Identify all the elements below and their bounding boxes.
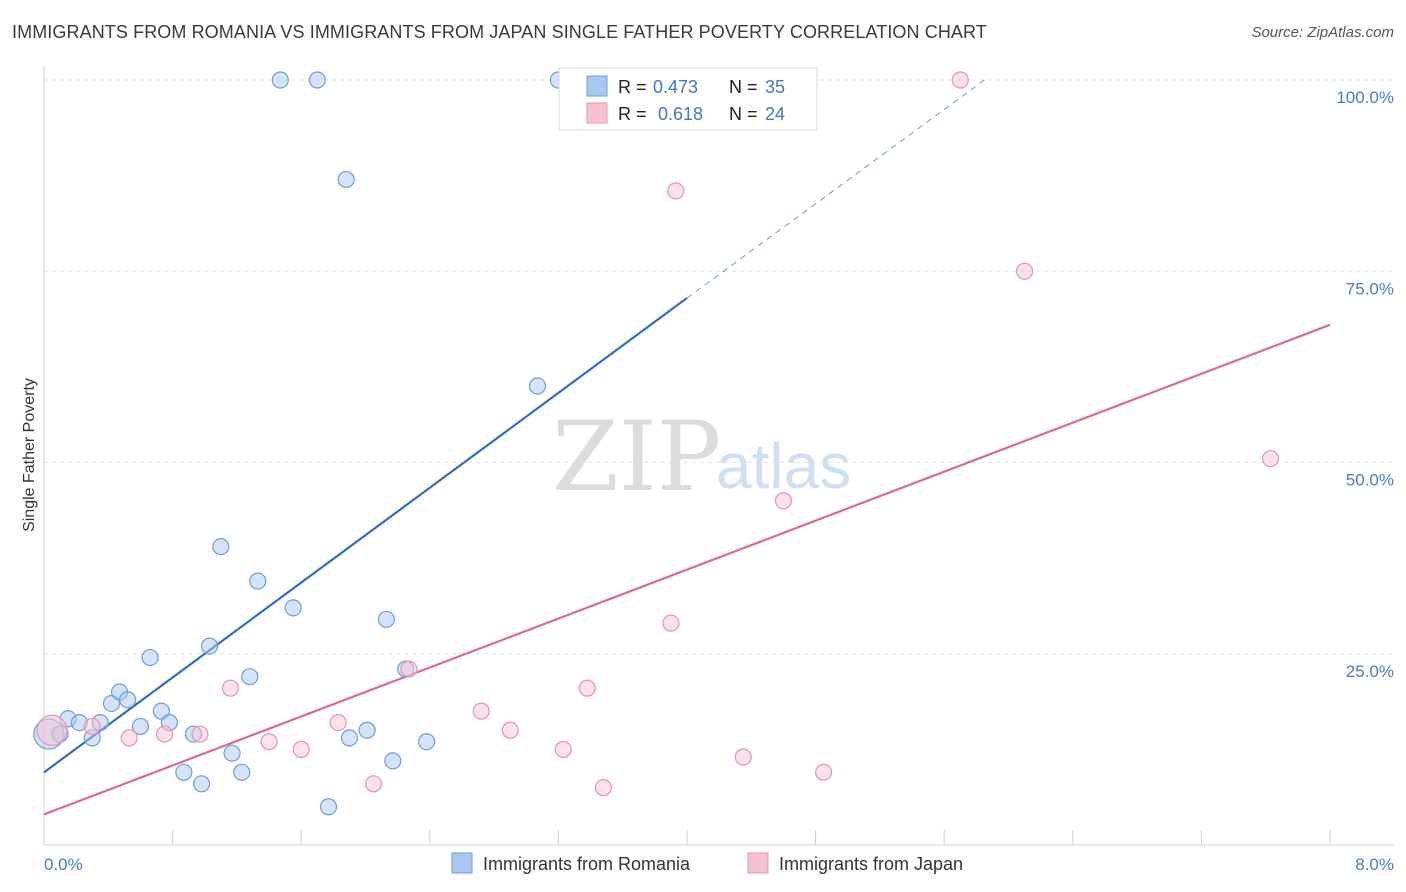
y-axis-title: Single Father Poverty: [21, 378, 38, 532]
point-japan-10: [400, 660, 418, 678]
legend-label-romania: Immigrants from Romania: [483, 854, 691, 874]
point-romania-10: [141, 648, 159, 667]
point-romania-24: [308, 71, 326, 89]
point-japan-4: [191, 725, 209, 743]
point-japan-8: [329, 713, 347, 732]
point-romania-21: [249, 572, 267, 590]
point-japan-14: [578, 679, 596, 697]
point-japan-3: [155, 725, 174, 743]
point-romania-30: [384, 752, 402, 770]
trendlines: [43, 79, 1331, 816]
point-japan-19: [774, 492, 793, 510]
point-japan-22: [1015, 262, 1034, 280]
point-japan-6: [260, 733, 278, 751]
stats-n-label-romania: N =: [729, 77, 758, 97]
stats-r-value-romania: 0.473: [653, 77, 698, 97]
point-japan-18: [734, 748, 752, 766]
stats-n-value-japan: 24: [765, 104, 785, 124]
data-points: [33, 71, 1280, 816]
point-japan-23: [1261, 450, 1280, 468]
point-japan-12: [501, 721, 519, 739]
stats-legend: R = 0.473 N = 35 R = 0.618 N = 24: [558, 67, 818, 131]
point-romania-23: [284, 599, 302, 617]
series-legend: Immigrants from Romania Immigrants from …: [451, 852, 963, 874]
y-tick-label-3: 25.0%: [1346, 662, 1394, 681]
point-romania-26: [337, 170, 355, 189]
x-tick-labels: 0.0% 8.0%: [44, 855, 1394, 874]
legend-swatch-japan: [747, 852, 769, 874]
axes: [43, 66, 1394, 846]
stats-n-value-romania: 35: [765, 77, 785, 97]
stats-n-label-japan: N =: [729, 104, 758, 124]
point-japan-21: [951, 71, 969, 89]
point-romania-28: [358, 721, 376, 739]
point-romania-32: [417, 733, 436, 751]
point-romania-25: [319, 798, 338, 816]
point-romania-22: [271, 71, 289, 89]
y-tick-label-0: 100.0%: [1336, 88, 1394, 107]
point-japan-15: [594, 779, 613, 797]
watermark-atlas: atlas: [716, 430, 851, 502]
x-tick-label-left: 0.0%: [44, 855, 83, 874]
point-japan-20: [815, 763, 833, 781]
point-japan-7: [292, 740, 310, 758]
y-tick-label-1: 75.0%: [1346, 279, 1394, 298]
gridlines: [44, 79, 1394, 655]
point-romania-16: [200, 637, 219, 655]
point-romania-29: [377, 610, 395, 628]
point-japan-5: [221, 679, 240, 697]
y-tick-label-2: 50.0%: [1346, 471, 1394, 490]
trendline-0: [43, 297, 688, 774]
point-japan-11: [472, 702, 490, 720]
point-romania-8: [118, 691, 137, 709]
legend-label-japan: Immigrants from Japan: [779, 854, 963, 874]
source-label: Source: ZipAtlas.com: [1251, 24, 1394, 41]
trendline-1: [43, 323, 1331, 816]
point-romania-33: [528, 377, 547, 395]
point-japan-17: [667, 182, 685, 200]
y-tick-labels: 100.0% 75.0% 50.0% 25.0%: [1336, 88, 1394, 681]
point-romania-19: [233, 763, 251, 781]
chart-title: IMMIGRANTS FROM ROMANIA VS IMMIGRANTS FR…: [12, 22, 987, 42]
point-romania-9: [131, 717, 150, 736]
x-tick-label-right: 8.0%: [1355, 855, 1394, 874]
legend-swatch-romania: [451, 852, 473, 874]
point-romania-27: [340, 729, 359, 747]
stats-r-label-japan: R =: [618, 104, 647, 124]
watermark-zip: ZIP: [552, 401, 721, 513]
stats-r-value-japan: 0.618: [658, 104, 703, 124]
stats-r-label-romania: R =: [618, 77, 647, 97]
point-romania-13: [175, 763, 193, 781]
point-romania-15: [192, 775, 211, 793]
point-japan-16: [662, 614, 680, 632]
watermark: ZIP atlas: [552, 401, 851, 513]
point-japan-1: [83, 717, 101, 736]
stats-swatch-japan: [586, 102, 608, 124]
point-romania-20: [241, 668, 259, 686]
point-japan-9: [364, 775, 383, 793]
point-japan-13: [554, 740, 572, 758]
point-romania-18: [223, 744, 241, 762]
point-japan-0: [36, 714, 68, 746]
point-romania-17: [212, 538, 230, 556]
stats-swatch-romania: [586, 75, 608, 97]
point-japan-2: [120, 729, 138, 747]
